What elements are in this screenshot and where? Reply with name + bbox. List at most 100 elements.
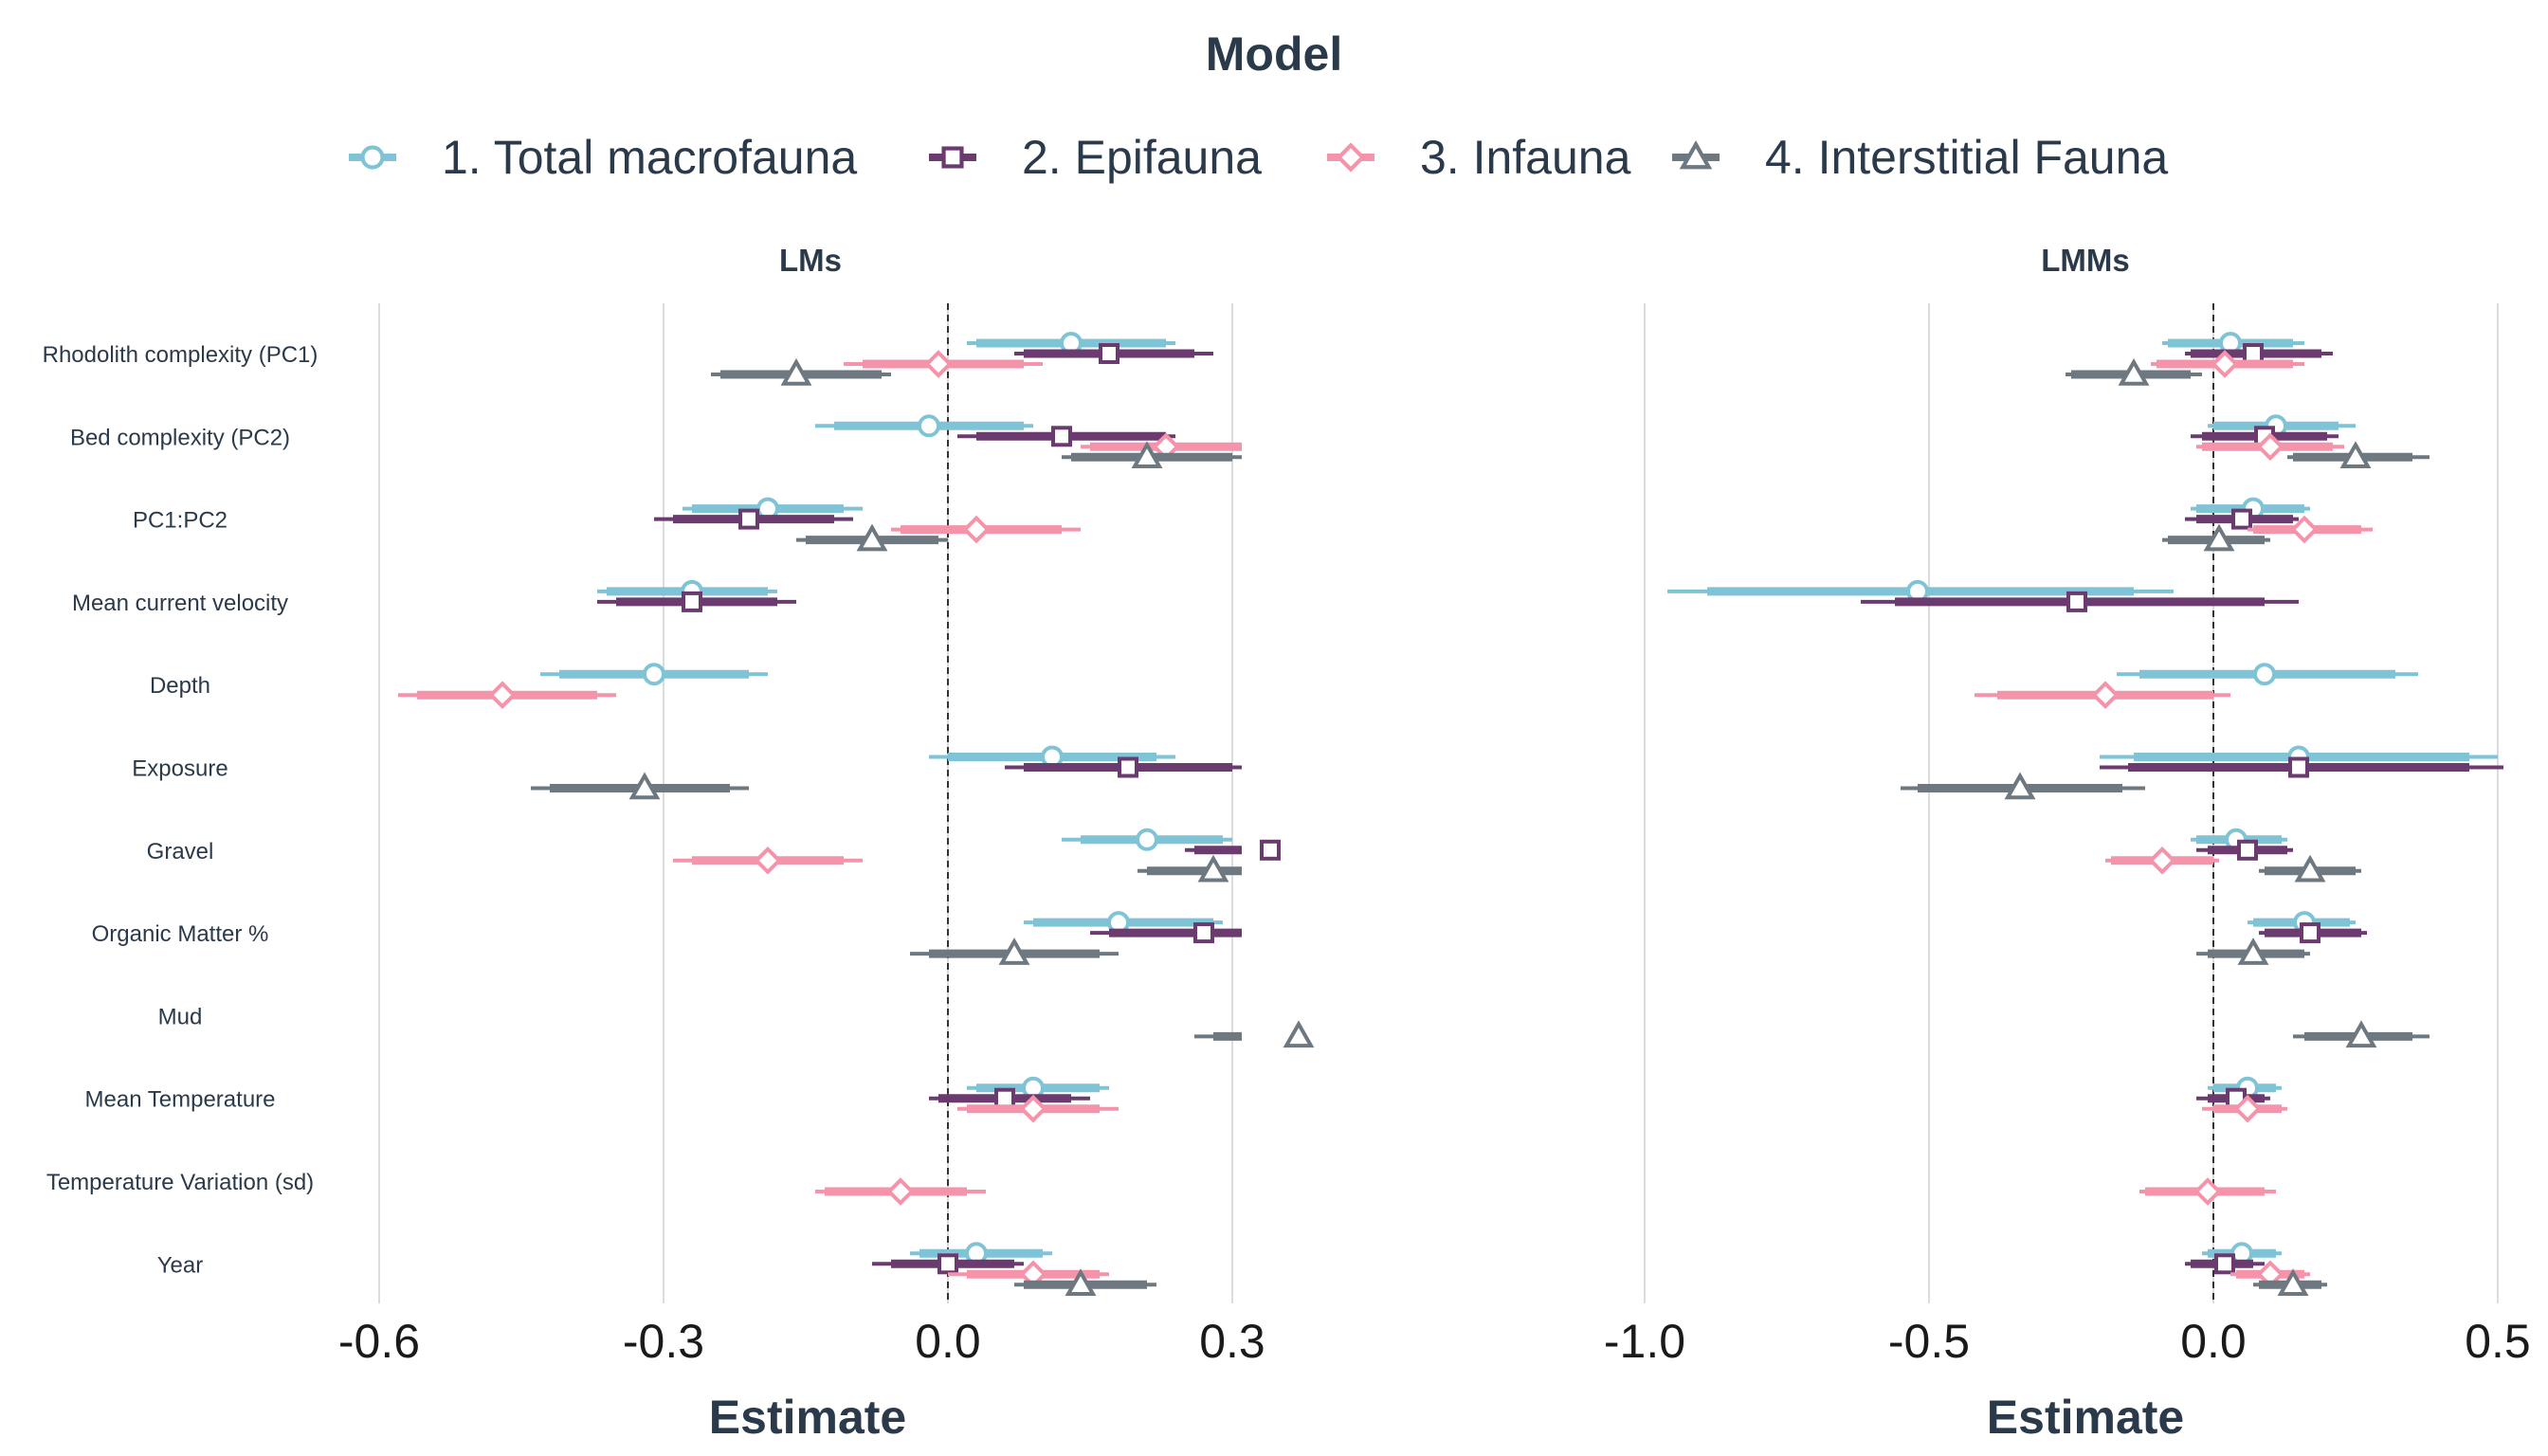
- point-diamond-icon: [2211, 350, 2239, 378]
- y-category-label: Bed complexity (PC2): [70, 425, 290, 450]
- series-2-epifauna: [1861, 343, 2503, 1275]
- point-triangle-icon: [2277, 1268, 2309, 1297]
- estimate-point-organic-matter: [2259, 922, 2367, 944]
- estimate-point-organic-matter: [2196, 937, 2310, 965]
- y-category-label: Mean current velocity: [72, 591, 288, 616]
- x-tick-label: 0.3: [1199, 1315, 1265, 1368]
- estimate-point-rhodolith-complexity-pc1: [2151, 350, 2304, 378]
- point-square-icon: [2237, 839, 2258, 861]
- estimate-point-depth: [1975, 681, 2230, 710]
- legend-label: 2. Epifauna: [1022, 131, 1262, 184]
- legend-item-1-total-macrofauna: 1. Total macrofauna: [349, 131, 857, 184]
- series-1-total-macrofauna: [1667, 332, 2498, 1265]
- point-triangle-icon: [628, 772, 661, 800]
- point-circle-icon: [643, 663, 665, 686]
- y-category-label: Rhodolith complexity (PC1): [43, 342, 318, 368]
- estimate-point-bed-complexity-pc2: [957, 426, 1175, 447]
- estimate-point-rhodolith-complexity-pc1: [2066, 357, 2202, 386]
- point-square-icon: [2214, 1253, 2235, 1275]
- point-triangle-icon: [780, 357, 812, 386]
- estimate-point-pc1-pc2: [682, 497, 863, 520]
- y-category-label: Mean Temperature: [85, 1087, 276, 1113]
- estimate-point-temperature-variation-sd: [2139, 1177, 2276, 1206]
- estimate-point-gravel: [1138, 854, 1242, 883]
- estimate-point-exposure: [531, 772, 749, 800]
- estimate-point-exposure: [2100, 756, 2503, 778]
- series-2-epifauna: [597, 343, 1281, 1275]
- y-category-label: Exposure: [132, 756, 228, 782]
- y-category-label: Temperature Variation (sd): [46, 1170, 314, 1195]
- point-triangle-icon: [2339, 441, 2372, 469]
- point-diamond-icon: [962, 515, 991, 544]
- point-triangle-icon: [998, 937, 1030, 965]
- point-triangle-icon: [1065, 1268, 1097, 1297]
- x-tick-label: -0.5: [1888, 1315, 1970, 1368]
- estimate-point-bed-complexity-pc2: [1081, 432, 1242, 462]
- point-circle-icon: [918, 414, 940, 438]
- point-diamond-icon: [924, 350, 953, 378]
- estimate-point-mean-current-velocity: [597, 591, 796, 612]
- legend: 1. Total macrofauna 2. Epifauna 3. Infauna…: [349, 131, 2168, 184]
- estimate-point-mud: [1194, 1020, 1315, 1048]
- point-triangle-icon: [2118, 357, 2150, 386]
- point-square-icon: [738, 508, 759, 530]
- legend-key-circle-icon: [360, 145, 385, 170]
- x-tick-label: 0.5: [2465, 1315, 2531, 1368]
- point-triangle-icon: [2345, 1020, 2377, 1048]
- x-axis-label: Estimate: [1987, 1391, 2184, 1444]
- estimate-point-bed-complexity-pc2: [2208, 414, 2356, 438]
- point-diamond-icon: [1019, 1094, 1047, 1123]
- estimate-point-exposure: [1005, 756, 1242, 778]
- series-4-interstitial-fauna: [531, 357, 1315, 1297]
- point-diamond-icon: [2193, 1177, 2222, 1206]
- estimate-point-temperature-variation-sd: [815, 1177, 986, 1206]
- legend-label: 1. Total macrofauna: [442, 131, 857, 184]
- panel-lms: -0.6 -0.3 0.0 0.3 LMs Estimate Rhodolith compl…: [43, 243, 1315, 1444]
- point-diamond-icon: [2290, 515, 2319, 544]
- point-triangle-icon: [1197, 854, 1229, 883]
- estimate-point-pc1-pc2: [2185, 508, 2299, 530]
- point-diamond-icon: [2091, 681, 2120, 710]
- estimate-point-depth: [540, 663, 768, 686]
- panel-lmms: -1.0 -0.5 0.0 0.5 LMMs Estimate: [1604, 243, 2531, 1444]
- estimate-point-pc1-pc2: [2162, 523, 2270, 552]
- estimate-point-bed-complexity-pc2: [1062, 441, 1242, 469]
- estimate-point-year: [2253, 1268, 2327, 1297]
- estimate-point-mean-current-velocity: [1667, 579, 2174, 603]
- legend-label: 4. Interstitial Fauna: [1765, 131, 2168, 184]
- estimate-point-mean-temperature: [2202, 1094, 2287, 1123]
- legend-item-4-interstitial-fauna: 4. Interstitial Fauna: [1672, 131, 2168, 184]
- point-triangle-icon: [2294, 854, 2326, 883]
- estimate-point-bed-complexity-pc2: [2191, 426, 2339, 447]
- point-circle-icon: [2253, 663, 2276, 686]
- point-square-icon: [2243, 343, 2264, 364]
- legend-item-3-infauna: 3. Infauna: [1327, 131, 1631, 184]
- y-category-label: Depth: [150, 673, 210, 699]
- series-3-infauna: [398, 350, 1242, 1289]
- estimate-point-year: [2185, 1253, 2265, 1275]
- estimate-point-bed-complexity-pc2: [815, 414, 1033, 438]
- point-square-icon: [1051, 426, 1072, 447]
- estimate-point-mean-temperature: [2196, 1087, 2270, 1109]
- point-square-icon: [1099, 343, 1119, 364]
- estimate-point-mean-temperature: [957, 1094, 1119, 1123]
- x-tick-label: -0.3: [623, 1315, 704, 1368]
- y-category-label: Mud: [158, 1004, 203, 1029]
- point-diamond-icon: [2148, 846, 2176, 875]
- series-3-infauna: [1975, 350, 2373, 1289]
- estimate-point-pc1-pc2: [891, 515, 1081, 544]
- panel-title: LMs: [779, 243, 842, 278]
- point-circle-icon: [1136, 828, 1158, 851]
- estimate-point-gravel: [2259, 854, 2361, 883]
- estimate-point-mud: [2293, 1020, 2430, 1048]
- point-triangle-icon: [2237, 937, 2269, 965]
- legend-title: Model: [1206, 27, 1342, 81]
- estimate-point-depth: [398, 681, 616, 710]
- point-square-icon: [2288, 756, 2309, 778]
- estimate-point-rhodolith-complexity-pc1: [967, 332, 1175, 355]
- y-category-label: Gravel: [147, 839, 214, 864]
- estimate-point-mean-current-velocity: [1861, 591, 2299, 612]
- estimate-point-mean-temperature: [929, 1087, 1090, 1109]
- point-diamond-icon: [488, 681, 517, 710]
